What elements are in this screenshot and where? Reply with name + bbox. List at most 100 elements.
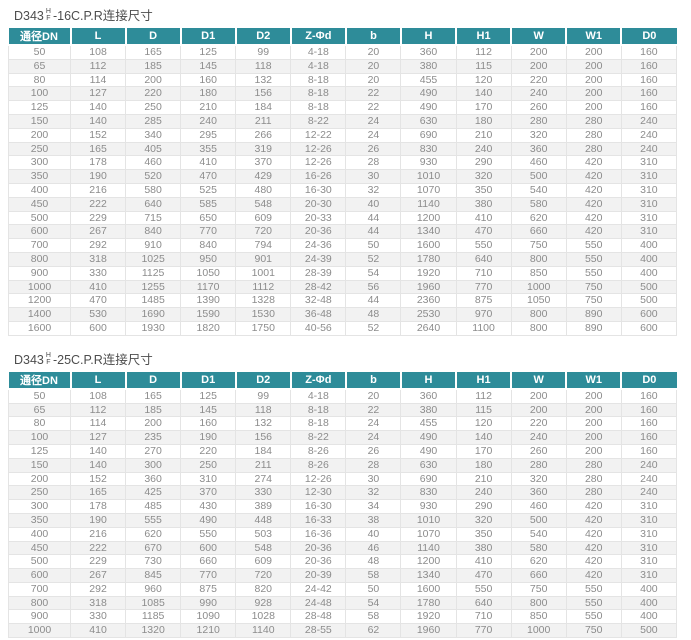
table-cell: 165 [69, 141, 127, 157]
table-cell: 320 [510, 471, 567, 487]
table-cell: 250 [125, 100, 182, 115]
table-cell: 360 [400, 44, 457, 60]
table-cell: 1170 [180, 279, 237, 295]
table-row: 250 165 425 370 330 12-30 32 830 240 360 280 240 [8, 485, 678, 501]
column-header: 通径DN [8, 28, 72, 46]
table-cell: 44 [345, 224, 402, 240]
table-cell: 300 [125, 457, 182, 473]
table-cell: 220 [510, 72, 567, 88]
table-cell: 400 [620, 238, 678, 253]
table-cell: 145 [180, 58, 237, 74]
table-cell: 485 [125, 499, 182, 514]
table-row: 450 222 670 600 548 20-36 46 1140 380 580 420 310 [8, 540, 678, 556]
table-cell: 1070 [400, 182, 457, 198]
table-cell: 1010 [400, 169, 457, 184]
table-row: 80 114 200 160 132 8-18 24 455 120 220 200 160 [8, 416, 678, 432]
table-cell: 200 [125, 72, 182, 88]
table-cell: 1200 [400, 554, 457, 570]
table-cell: 455 [400, 72, 457, 88]
table-cell: 240 [620, 141, 678, 157]
table-cell: 190 [69, 512, 127, 528]
table-row: 800 318 1025 950 901 24-39 52 1780 640 800 550 400 [8, 251, 678, 267]
table-cell: 16-36 [290, 526, 347, 542]
table-cell: 1025 [125, 251, 182, 267]
table-cell: 200 [565, 86, 622, 102]
table-cell: 200 [125, 416, 182, 432]
hf-fraction: H F [46, 352, 51, 366]
table-cell: 28-42 [290, 279, 347, 295]
column-header: D [125, 28, 182, 46]
table-cell: 240 [620, 457, 678, 473]
table-cell: 229 [69, 554, 127, 570]
table-cell: 310 [620, 526, 678, 542]
table-cell: 125 [8, 100, 71, 115]
table-cell: 290 [455, 499, 512, 514]
table-row: 100 127 235 190 156 8-22 24 490 140 240 200 160 [8, 430, 678, 445]
table-cell: 1050 [510, 293, 567, 309]
table-cell: 310 [620, 499, 678, 514]
table-cell: 210 [180, 100, 237, 115]
table-cell: 240 [455, 141, 512, 157]
table-row: 800 318 1085 990 928 24-48 54 1780 640 800 550 400 [8, 595, 678, 611]
table-cell: 500 [620, 279, 678, 295]
table-cell: 630 [400, 457, 457, 473]
header-row: 通径DN L D D1 D2 Z-Φd b H H1 W W1 D0 [8, 28, 677, 46]
table-cell: 211 [235, 113, 292, 129]
table-cell: 99 [235, 388, 292, 404]
table-row: 125 140 250 210 184 8-18 22 490 170 260 200 160 [8, 100, 678, 115]
table-cell: 690 [400, 471, 457, 487]
table-cell: 310 [180, 471, 237, 487]
table-cell: 1920 [400, 609, 457, 625]
table-cell: 620 [510, 554, 567, 570]
table-cell: 425 [125, 485, 182, 501]
table-row: 300 178 460 410 370 12-26 28 930 290 460 420 310 [8, 155, 678, 171]
table-cell: 2640 [400, 320, 457, 336]
table-cell: 150 [8, 113, 71, 129]
table-cell: 266 [235, 127, 292, 143]
table-row: 350 190 520 470 429 16-26 30 1010 320 500 420 310 [8, 169, 678, 184]
table-cell: 20-39 [290, 568, 347, 583]
table-cell: 267 [69, 568, 127, 583]
table-row: 1000 410 1320 1210 1140 28-55 62 1960 770 1000 750… [8, 623, 678, 639]
table-cell: 930 [400, 155, 457, 171]
table-row: 1600 600 1930 1820 1750 40-56 52 2640 1100 800 890… [8, 320, 678, 336]
table-cell: 210 [455, 127, 512, 143]
table-cell: 100 [8, 430, 71, 445]
table-row: 80 114 200 160 132 8-18 20 455 120 220 200 160 [8, 72, 678, 88]
table-cell: 1485 [125, 293, 182, 309]
column-header: D1 [180, 371, 237, 390]
table-cell: 132 [235, 72, 292, 88]
table-cell: 160 [620, 388, 678, 404]
table-cell: 800 [8, 595, 71, 611]
table-row: 450 222 640 585 548 20-30 40 1140 380 580 420 310 [8, 196, 678, 212]
table-cell: 360 [125, 471, 182, 487]
table-cell: 340 [125, 127, 182, 143]
table-cell: 1210 [180, 623, 237, 639]
column-header: D1 [180, 28, 237, 46]
table-cell: 250 [8, 485, 71, 501]
table-cell: 800 [510, 307, 567, 322]
table-cell: 550 [565, 609, 622, 625]
column-header: D0 [621, 28, 677, 46]
table-cell: 800 [8, 251, 71, 267]
table-cell: 1140 [400, 196, 457, 212]
hf-top: H [45, 351, 51, 359]
table-cell: 280 [565, 471, 622, 487]
table-cell: 600 [180, 540, 237, 556]
table-cell: 550 [455, 581, 512, 597]
table-cell: 26 [345, 141, 402, 157]
table-cell: 160 [620, 58, 678, 74]
table-cell: 370 [180, 485, 237, 501]
table-cell: 690 [400, 127, 457, 143]
table-cell: 48 [345, 554, 402, 570]
table-cell: 1390 [180, 293, 237, 309]
table-cell: 794 [235, 238, 292, 253]
table-cell: 630 [400, 113, 457, 129]
table-cell: 16-33 [290, 512, 347, 528]
table-row: 1200 470 1485 1390 1328 32-48 44 2360 875 1050 750… [8, 293, 678, 309]
table-cell: 350 [455, 526, 512, 542]
column-header: W [511, 371, 568, 390]
table-cell: 1320 [125, 623, 182, 639]
table-cell: 200 [565, 443, 622, 459]
table-cell: 550 [565, 251, 622, 267]
